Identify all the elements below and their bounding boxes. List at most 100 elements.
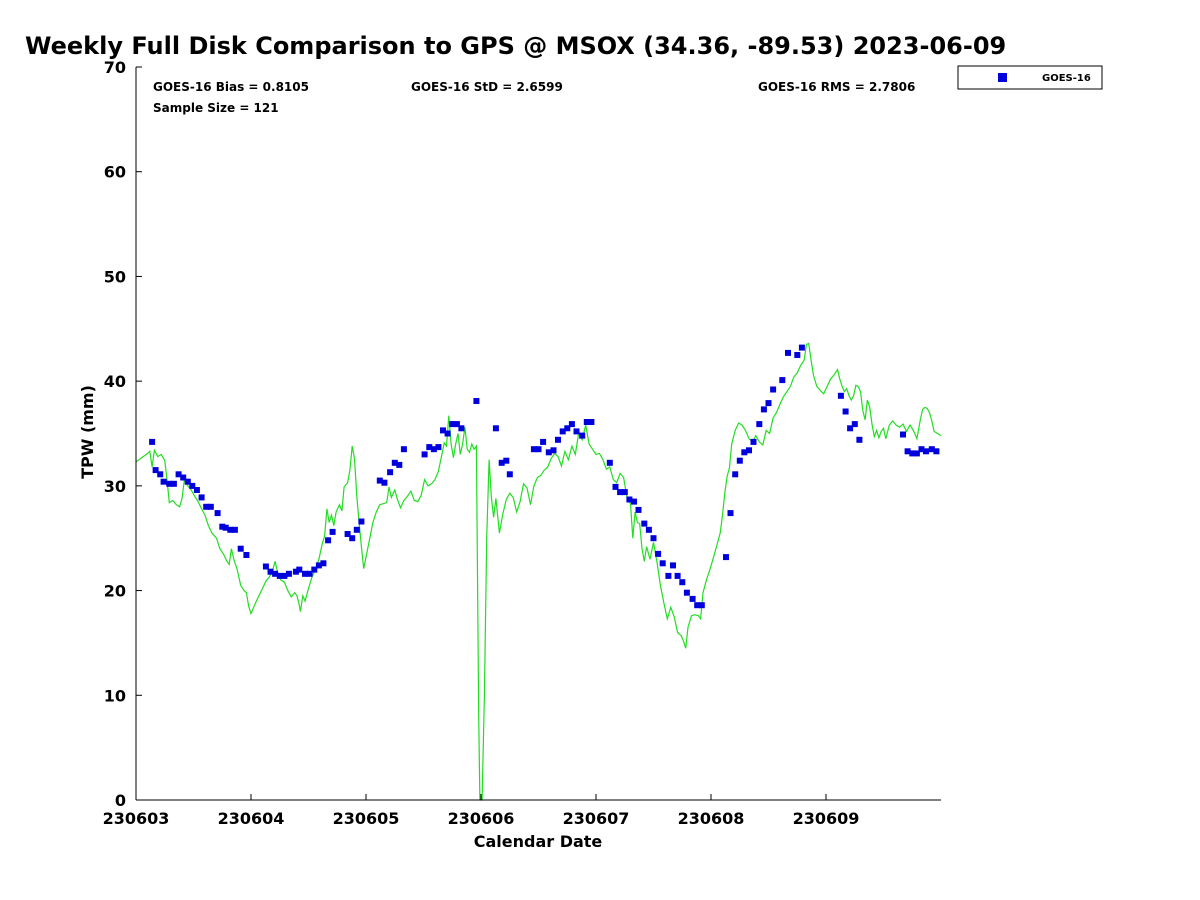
goes16-point — [189, 482, 196, 489]
goes16-point — [736, 457, 743, 464]
goes16-point — [440, 427, 446, 434]
chart-title: Weekly Full Disk Comparison to GPS @ MSO… — [25, 32, 1006, 60]
goes16-point — [503, 457, 510, 464]
rms-stat: GOES-16 RMS = 2.7806 — [758, 80, 915, 94]
goes16-point — [856, 436, 863, 443]
goes16-point — [913, 450, 920, 457]
goes16-point — [180, 474, 187, 481]
goes16-point — [746, 447, 752, 454]
goes16-point — [798, 344, 805, 351]
goes16-point — [344, 531, 351, 537]
goes16-point — [535, 446, 542, 453]
x-tick-label: 230609 — [793, 809, 860, 828]
y-tick-label: 50 — [104, 267, 126, 286]
legend-box — [957, 65, 1103, 90]
goes16-point — [933, 448, 940, 455]
x-axis-label: Calendar Date — [474, 832, 603, 851]
goes16-point — [573, 428, 580, 435]
x-tick-label: 230608 — [678, 809, 745, 828]
x-tick-label: 230603 — [103, 809, 170, 828]
y-axis-label: TPW (mm) — [78, 385, 97, 479]
goes16-point — [214, 510, 221, 517]
y-tick-label: 40 — [104, 372, 126, 391]
goes16-point — [750, 438, 757, 445]
goes16-point — [285, 570, 292, 577]
goes16-point — [837, 392, 844, 399]
goes16-point — [458, 425, 465, 432]
goes16-point — [909, 450, 916, 457]
goes16-point — [612, 483, 619, 490]
goes16-point — [579, 432, 586, 439]
goes16-point — [315, 562, 322, 569]
goes16-point — [851, 421, 858, 428]
goes16-point — [900, 431, 906, 438]
goes16-point — [545, 449, 552, 456]
x-tick-label: 230606 — [448, 809, 515, 828]
goes16-point — [391, 459, 398, 466]
y-tick-label: 20 — [104, 582, 126, 601]
std-stat: GOES-16 StD = 2.6599 — [411, 80, 563, 94]
goes16-point — [659, 560, 666, 567]
goes16-point — [329, 528, 336, 535]
goes16-point — [626, 496, 633, 503]
goes16-point — [227, 526, 234, 533]
goes16-point — [160, 478, 167, 485]
goes16-point — [157, 471, 164, 478]
goes16-point — [530, 446, 537, 453]
goes16-point — [376, 477, 383, 484]
legend-marker-goes16 — [998, 73, 1007, 82]
goes16-point — [655, 550, 662, 557]
goes16-point — [588, 419, 595, 425]
goes16-point — [698, 602, 705, 609]
goes16-point — [149, 438, 156, 445]
goes16-point — [219, 523, 226, 530]
goes16-point — [175, 471, 182, 478]
gps-series-line — [135, 342, 942, 801]
goes16-point — [770, 386, 777, 393]
goes16-point — [353, 526, 360, 533]
goes16-point — [231, 526, 238, 533]
goes16-point — [665, 572, 672, 579]
y-tick-label: 30 — [104, 477, 126, 496]
goes16-point — [320, 560, 327, 567]
goes16-point — [203, 503, 210, 510]
goes16-point — [645, 526, 652, 533]
goes16-point — [152, 467, 159, 474]
goes16-point — [606, 459, 613, 466]
y-tick-label: 60 — [104, 163, 126, 182]
y-tick-label: 10 — [104, 686, 126, 705]
y-tick-label: 0 — [115, 791, 126, 810]
legend-label-goes16: GOES-16 — [1042, 73, 1091, 84]
goes16-point — [674, 572, 681, 579]
goes16-point — [555, 436, 561, 443]
goes16-point — [381, 479, 388, 486]
goes16-point — [311, 566, 318, 573]
goes16-point — [741, 449, 748, 456]
x-tick-label: 230607 — [563, 809, 630, 828]
goes16-point — [396, 461, 403, 468]
goes16-point — [550, 447, 557, 454]
goes16-point — [641, 520, 648, 527]
bias-stat: GOES-16 Bias = 0.8105 — [153, 80, 309, 94]
goes16-point — [923, 448, 929, 455]
goes16-point — [267, 568, 274, 575]
goes16-point — [583, 419, 590, 425]
goes16-point — [732, 471, 739, 478]
goes16-point — [679, 579, 686, 586]
goes16-point — [568, 421, 575, 428]
goes16-point — [198, 494, 205, 501]
x-tick-label: 230605 — [333, 809, 400, 828]
goes16-point — [540, 438, 547, 445]
goes16-point — [193, 487, 200, 493]
goes16-point — [617, 489, 624, 496]
goes16-point — [683, 589, 690, 596]
goes16-point — [325, 537, 332, 544]
goes16-point — [222, 524, 229, 531]
goes16-point — [689, 595, 696, 602]
goes16-point — [564, 425, 571, 432]
goes16-point — [387, 469, 394, 476]
goes16-point — [670, 562, 676, 569]
goes16-point — [842, 408, 849, 415]
goes16-point — [473, 398, 480, 404]
goes16-point — [498, 459, 505, 466]
